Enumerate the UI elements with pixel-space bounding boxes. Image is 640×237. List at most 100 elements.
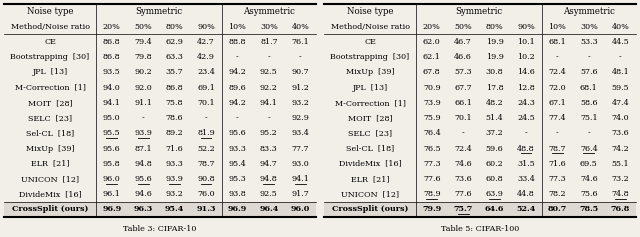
Text: 73.2: 73.2 [611,175,629,183]
Text: 50%: 50% [454,23,472,31]
Text: 78.6: 78.6 [166,114,184,122]
Text: 77.6: 77.6 [454,190,472,198]
Text: 70.1: 70.1 [454,114,472,122]
Text: JPL  [13]: JPL [13] [33,68,68,77]
Text: 94.8: 94.8 [260,175,278,183]
Text: 90.8: 90.8 [197,175,215,183]
Text: 80%: 80% [166,23,184,31]
Text: 74.6: 74.6 [580,175,598,183]
Text: 92.2: 92.2 [260,84,278,92]
Text: 94.0: 94.0 [103,84,120,92]
Text: 62.0: 62.0 [423,38,440,46]
Text: 59.6: 59.6 [486,145,504,153]
Text: 64.6: 64.6 [485,205,504,213]
Text: UNICON  [12]: UNICON [12] [21,175,79,183]
Text: 78.2: 78.2 [548,190,566,198]
Text: 47.4: 47.4 [611,99,629,107]
Text: 20%: 20% [103,23,121,31]
Text: 59.5: 59.5 [611,84,629,92]
Text: 73.6: 73.6 [454,175,472,183]
Text: 53.3: 53.3 [580,38,598,46]
Text: 42.9: 42.9 [197,53,215,61]
Text: -: - [268,114,270,122]
Text: 93.9: 93.9 [134,129,152,137]
Text: 37.2: 37.2 [486,129,504,137]
Text: 68.1: 68.1 [580,84,598,92]
Text: 95.2: 95.2 [260,129,278,137]
Text: -: - [205,114,207,122]
Text: 12.8: 12.8 [517,84,535,92]
Text: 95.0: 95.0 [103,114,120,122]
Text: 90%: 90% [517,23,535,31]
Text: 23.4: 23.4 [197,68,215,77]
Text: JPL  [13]: JPL [13] [353,84,388,92]
Text: SELC  [23]: SELC [23] [28,114,72,122]
Text: 71.6: 71.6 [166,145,184,153]
Text: 93.9: 93.9 [166,175,184,183]
Text: -: - [236,114,239,122]
Text: 57.6: 57.6 [580,68,598,77]
Text: Method/Noise ratio: Method/Noise ratio [330,23,410,31]
Text: 95.3: 95.3 [228,175,246,183]
Text: Noise type: Noise type [347,7,393,16]
Text: 95.4: 95.4 [228,160,246,168]
Text: 95.4: 95.4 [165,205,184,213]
Text: CrossSplit (ours): CrossSplit (ours) [332,205,408,213]
Text: -: - [462,129,465,137]
Text: 66.1: 66.1 [454,99,472,107]
Text: UNICON  [12]: UNICON [12] [341,190,399,198]
Text: 76.4: 76.4 [423,129,440,137]
Text: 72.4: 72.4 [454,145,472,153]
Text: Sel-CL  [18]: Sel-CL [18] [346,145,394,153]
Text: 86.8: 86.8 [103,53,120,61]
Text: 40%: 40% [291,23,309,31]
Text: 94.6: 94.6 [134,190,152,198]
Text: Bootstrapping  [30]: Bootstrapping [30] [330,53,410,61]
Text: 80.7: 80.7 [548,205,567,213]
Text: 63.9: 63.9 [486,190,504,198]
Text: 14.6: 14.6 [517,68,535,77]
Text: 93.3: 93.3 [228,145,246,153]
Text: 95.8: 95.8 [103,160,120,168]
Text: 78.5: 78.5 [579,205,598,213]
Text: DivideMix  [16]: DivideMix [16] [19,190,81,198]
Text: 95.6: 95.6 [228,129,246,137]
Text: 91.7: 91.7 [291,190,309,198]
Text: 58.6: 58.6 [580,99,598,107]
Text: 95.6: 95.6 [103,145,120,153]
Text: 74.6: 74.6 [454,160,472,168]
Text: 76.0: 76.0 [197,190,215,198]
Text: 52.4: 52.4 [516,205,536,213]
Text: 74.8: 74.8 [611,190,629,198]
Text: 96.4: 96.4 [259,205,278,213]
Text: 75.1: 75.1 [580,114,598,122]
Text: 72.0: 72.0 [548,84,566,92]
Text: 24.3: 24.3 [517,99,535,107]
Text: 83.3: 83.3 [260,145,278,153]
Text: -: - [268,53,270,61]
Text: 93.5: 93.5 [103,68,120,77]
Text: 93.0: 93.0 [291,160,309,168]
Text: 93.2: 93.2 [291,99,309,107]
Text: 93.4: 93.4 [291,129,309,137]
Text: 52.2: 52.2 [197,145,215,153]
Text: 67.8: 67.8 [423,68,440,77]
Text: 88.8: 88.8 [228,38,246,46]
Text: 76.1: 76.1 [291,38,309,46]
Text: 74.2: 74.2 [611,145,629,153]
Text: 78.7: 78.7 [548,145,566,153]
Text: -: - [588,53,590,61]
Text: 10%: 10% [548,23,566,31]
Text: -: - [236,53,239,61]
Text: 35.7: 35.7 [166,68,184,77]
Text: 94.2: 94.2 [228,68,246,77]
Text: 94.1: 94.1 [291,175,309,183]
Text: 55.1: 55.1 [611,160,629,168]
Text: 91.2: 91.2 [291,84,309,92]
Text: 50%: 50% [134,23,152,31]
Text: CE: CE [44,38,56,46]
Text: 80%: 80% [486,23,504,31]
Text: SELC  [23]: SELC [23] [348,129,392,137]
Text: 20%: 20% [423,23,441,31]
Text: 77.3: 77.3 [423,160,440,168]
